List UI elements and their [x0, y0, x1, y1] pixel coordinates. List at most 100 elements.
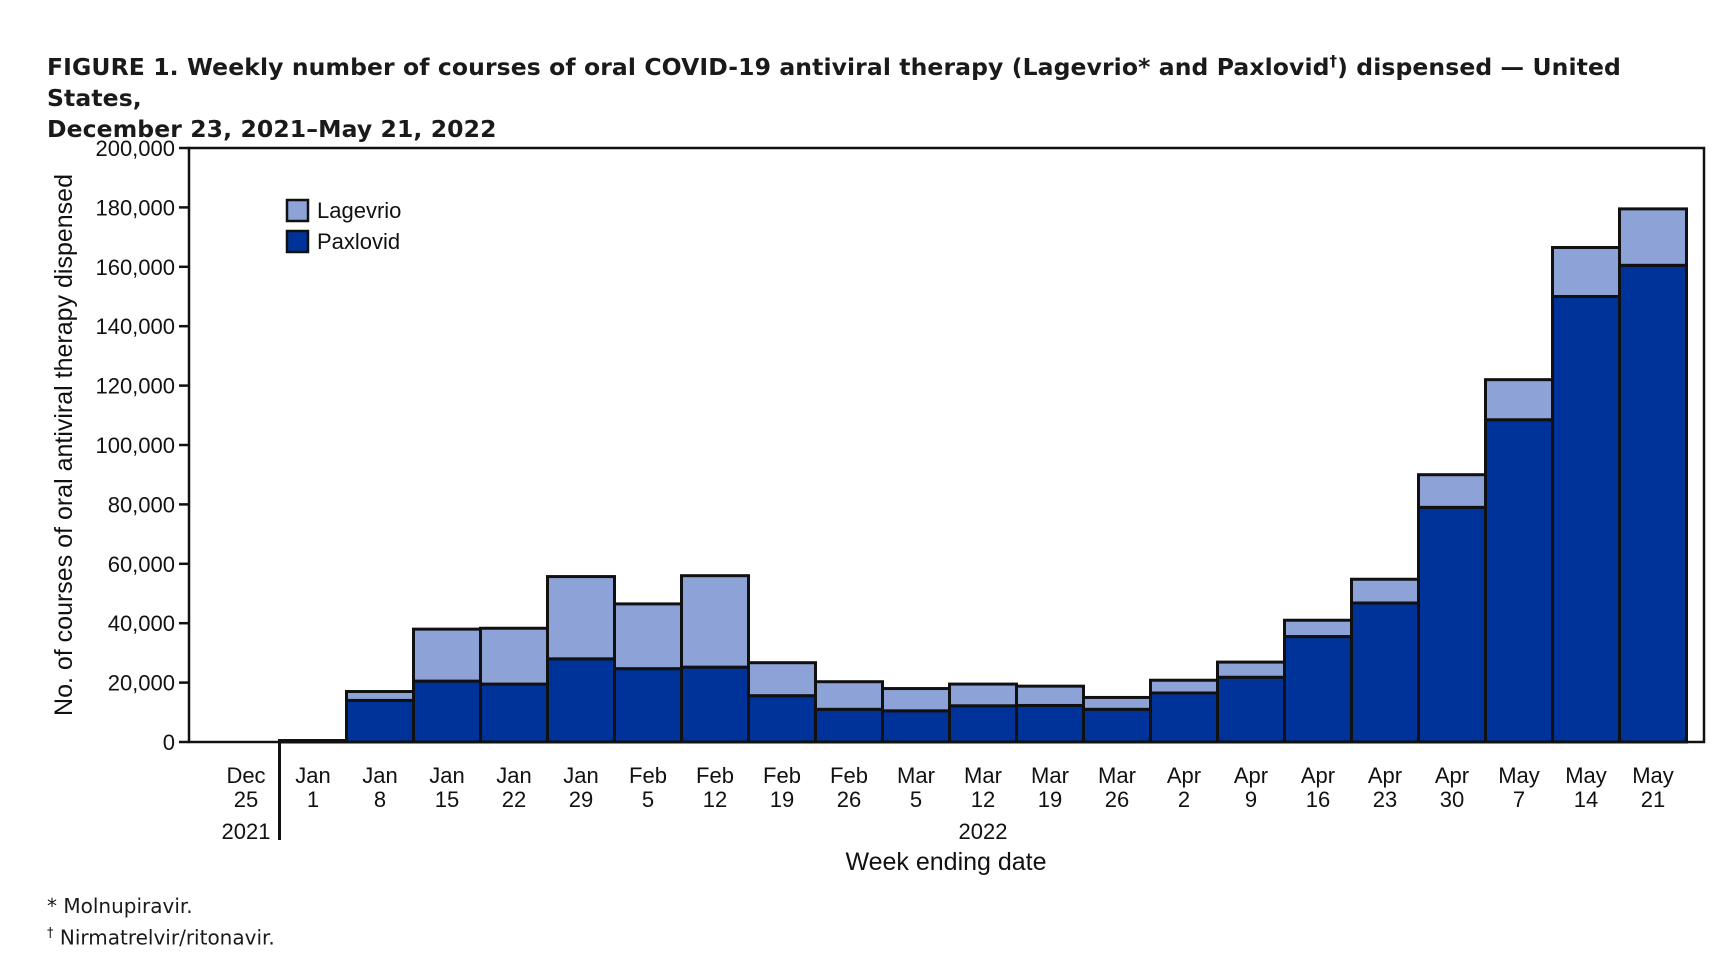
- paxlovid-bar: [412, 679, 482, 744]
- x-tick-label: 26: [837, 787, 861, 812]
- x-tick-label: Dec: [226, 763, 265, 788]
- x-tick-label: 19: [1038, 787, 1062, 812]
- y-axis-title: No. of courses of oral antiviral therapy…: [50, 174, 78, 716]
- x-tick-label: 19: [770, 787, 794, 812]
- lagevrio-bar: [412, 627, 482, 683]
- lagevrio-bar: [1216, 660, 1286, 679]
- lagevrio-bar: [881, 687, 951, 713]
- x-tick-label: Jan: [563, 763, 598, 788]
- x-tick-label: Jan: [295, 763, 330, 788]
- lagevrio-bar: [948, 682, 1018, 708]
- lagevrio-bar: [345, 690, 415, 702]
- y-tick-label: 120,000: [95, 374, 175, 399]
- x-tick-label: Mar: [1098, 763, 1136, 788]
- x-tick-label: Feb: [763, 763, 801, 788]
- x-tick-label: 12: [703, 787, 727, 812]
- footnote-paxlovid: † Nirmatrelvir/ritonavir.: [47, 920, 275, 952]
- year-label: 2022: [959, 819, 1008, 844]
- x-tick-label: Apr: [1301, 763, 1335, 788]
- paxlovid-bar: [1618, 263, 1688, 744]
- x-tick-label: 7: [1513, 787, 1525, 812]
- y-tick-label: 40,000: [108, 611, 175, 636]
- paxlovid-bar: [881, 709, 951, 744]
- y-tick-label: 0: [163, 730, 175, 755]
- paxlovid-bar: [814, 707, 884, 744]
- lagevrio-bar: [1484, 378, 1554, 422]
- lagevrio-bar: [1015, 684, 1085, 707]
- x-tick-label: 9: [1245, 787, 1257, 812]
- x-tick-label: 5: [910, 787, 922, 812]
- x-tick-label: Mar: [1031, 763, 1069, 788]
- y-tick-label: 160,000: [95, 255, 175, 280]
- figure-title-part2: and Paxlovid: [1150, 52, 1330, 81]
- footnote-lagevrio: * Molnupiravir.: [47, 892, 275, 920]
- footnote-text: Nirmatrelvir/ritonavir.: [53, 925, 275, 950]
- paxlovid-bar: [345, 698, 415, 744]
- lagevrio-bar: [1149, 678, 1219, 695]
- paxlovid-bar: [747, 694, 817, 744]
- x-tick-label: Jan: [496, 763, 531, 788]
- x-tick-label: 30: [1440, 787, 1464, 812]
- y-tick-label: 100,000: [95, 433, 175, 458]
- x-tick-label: 25: [234, 787, 258, 812]
- lagevrio-legend-swatch: [285, 198, 310, 223]
- lagevrio-bar: [1350, 577, 1420, 605]
- paxlovid-bar: [1015, 703, 1085, 744]
- lagevrio-bar: [680, 574, 750, 669]
- x-tick-label: Mar: [897, 763, 935, 788]
- lagevrio-bar: [1551, 245, 1621, 298]
- paxlovid-bar: [613, 667, 683, 744]
- bars-layer: [278, 207, 1688, 744]
- x-tick-label: 1: [307, 787, 319, 812]
- x-tick-label: Apr: [1435, 763, 1469, 788]
- figure-title-line2: December 23, 2021–May 21, 2022: [47, 114, 497, 143]
- x-tick-label: 14: [1574, 787, 1598, 812]
- legend: Lagevrio Paxlovid: [285, 198, 401, 254]
- paxlovid-bar: [479, 682, 549, 744]
- paxlovid-bar: [1350, 601, 1420, 744]
- x-tick-label: 23: [1373, 787, 1397, 812]
- paxlovid-bar: [1484, 418, 1554, 744]
- x-tick-label: 12: [971, 787, 995, 812]
- paxlovid-bar: [1551, 295, 1621, 744]
- y-tick-label: 20,000: [108, 671, 175, 696]
- paxlovid-bar: [1283, 635, 1353, 744]
- x-tick-label: 21: [1641, 787, 1665, 812]
- x-tick-label: 8: [374, 787, 386, 812]
- figure-title: FIGURE 1. Weekly number of courses of or…: [47, 46, 1707, 145]
- footnote-marker: †: [47, 926, 54, 941]
- x-tick-label: Apr: [1234, 763, 1268, 788]
- footnotes: * Molnupiravir. † Nirmatrelvir/ritonavir…: [47, 892, 275, 952]
- footnote-marker: *: [47, 894, 57, 918]
- y-tick-label: 200,000: [95, 136, 175, 161]
- y-tick-label: 60,000: [108, 552, 175, 577]
- paxlovid-bar: [680, 665, 750, 744]
- x-tick-label: 5: [642, 787, 654, 812]
- x-tick-label: 29: [569, 787, 593, 812]
- lagevrio-bar: [814, 680, 884, 711]
- lagevrio-bar: [747, 661, 817, 698]
- x-tick-label: Apr: [1167, 763, 1201, 788]
- lagevrio-bar: [613, 602, 683, 671]
- lagevrio-bar: [1618, 207, 1688, 267]
- x-tick-label: 2: [1178, 787, 1190, 812]
- y-tick-label: 180,000: [95, 195, 175, 220]
- lagevrio-bar: [1283, 618, 1353, 639]
- x-tick-label: 22: [502, 787, 526, 812]
- x-tick-label: Feb: [629, 763, 667, 788]
- paxlovid-bar: [546, 657, 616, 744]
- paxlovid-legend-label: Paxlovid: [317, 229, 400, 254]
- lagevrio-bar: [1082, 695, 1152, 711]
- paxlovid-footnote-mark: †: [1329, 52, 1338, 70]
- x-tick-label: 15: [435, 787, 459, 812]
- paxlovid-bar: [1149, 691, 1219, 744]
- x-axis-title: Week ending date: [845, 848, 1046, 876]
- x-tick-label: Apr: [1368, 763, 1402, 788]
- x-tick-label: 16: [1306, 787, 1330, 812]
- lagevrio-bar: [1417, 473, 1487, 509]
- lagevrio-bar: [479, 626, 549, 686]
- y-tick-label: 80,000: [108, 492, 175, 517]
- y-axis: 0 20,000 40,000 60,000 80,000 100,000 120,000 1…: [95, 136, 189, 755]
- year-label: 2021: [222, 819, 271, 844]
- x-tick-label: May: [1632, 763, 1674, 788]
